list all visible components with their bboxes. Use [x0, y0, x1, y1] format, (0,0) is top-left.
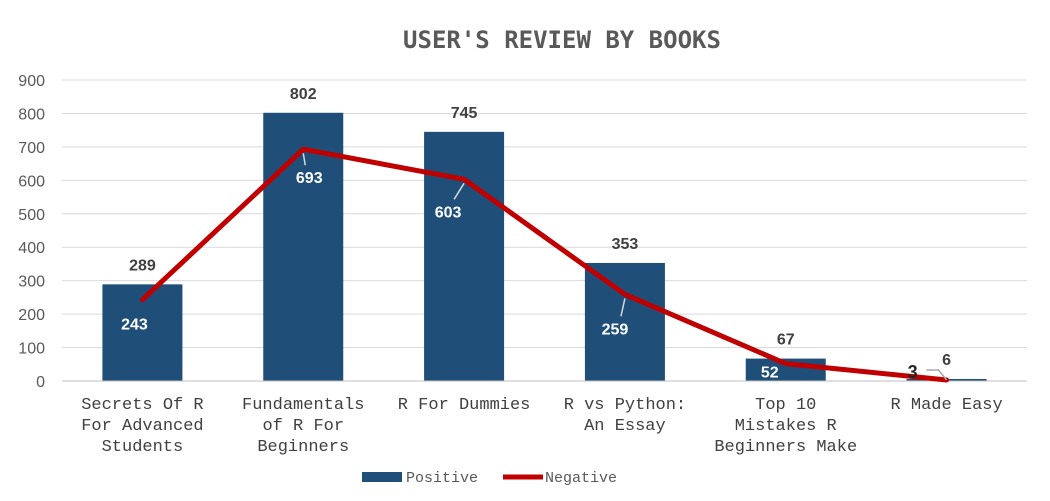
y-tick-label: 100	[18, 341, 45, 358]
legend: Positive Negative	[362, 470, 617, 487]
bar-positive	[584, 262, 665, 381]
y-tick-label: 900	[18, 73, 45, 90]
y-axis: 0 100 200 300 400 500 600 700 800 900	[18, 73, 45, 391]
data-labels: 289 802 745 353 67 6 243 693 603 259 52 3	[121, 86, 951, 382]
positive-data-label: 6	[942, 352, 951, 369]
category-label: Mistakes R	[735, 417, 837, 436]
y-tick-label: 0	[36, 374, 45, 391]
line-negative	[139, 146, 950, 383]
negative-data-label: 52	[761, 365, 779, 382]
category-label: An Essay	[584, 417, 666, 436]
category-label: R vs Python:	[564, 396, 686, 415]
y-tick-label: 800	[18, 106, 45, 123]
y-tick-label: 700	[18, 140, 45, 157]
category-label: Secrets Of R	[81, 396, 203, 415]
x-axis-labels: Secrets Of R For Advanced Students Fundamen…	[81, 396, 1002, 457]
legend-label-positive: Positive	[406, 470, 478, 487]
category-label: R Made Easy	[890, 396, 1002, 415]
legend-label-negative: Negative	[545, 470, 617, 487]
negative-data-label: 243	[121, 317, 148, 334]
negative-line	[139, 146, 950, 383]
leader-line	[453, 182, 465, 200]
category-label: Top 10	[755, 396, 816, 415]
positive-data-label: 745	[451, 105, 478, 122]
leader-line	[926, 369, 948, 381]
positive-data-label: 67	[777, 332, 795, 349]
category-label: Fundamentals	[242, 396, 364, 415]
category-label: Beginners	[257, 438, 349, 457]
leader-line	[302, 153, 306, 166]
bar-positive	[424, 131, 505, 381]
leader-line	[620, 298, 626, 317]
category-label: Beginners Make	[714, 438, 857, 457]
y-tick-label: 300	[18, 274, 45, 291]
positive-data-label: 802	[290, 86, 317, 103]
category-label: For Advanced	[81, 417, 203, 436]
chart-title: USER'S REVIEW BY BOOKS	[403, 26, 721, 54]
category-label: of R For	[262, 417, 344, 436]
negative-data-label: 3	[908, 362, 918, 382]
y-tick-label: 200	[18, 307, 45, 324]
gridlines	[62, 79, 1027, 349]
negative-data-label: 603	[435, 204, 462, 221]
negative-data-label: 259	[602, 321, 629, 338]
positive-data-label: 353	[612, 236, 639, 253]
category-label: Students	[102, 438, 184, 457]
positive-data-label: 289	[129, 257, 156, 274]
y-tick-label: 400	[18, 240, 45, 257]
negative-data-label: 693	[296, 170, 323, 187]
category-label: R For Dummies	[398, 396, 531, 415]
y-tick-label: 500	[18, 207, 45, 224]
y-tick-label: 600	[18, 173, 45, 190]
legend-swatch-positive	[362, 472, 402, 482]
